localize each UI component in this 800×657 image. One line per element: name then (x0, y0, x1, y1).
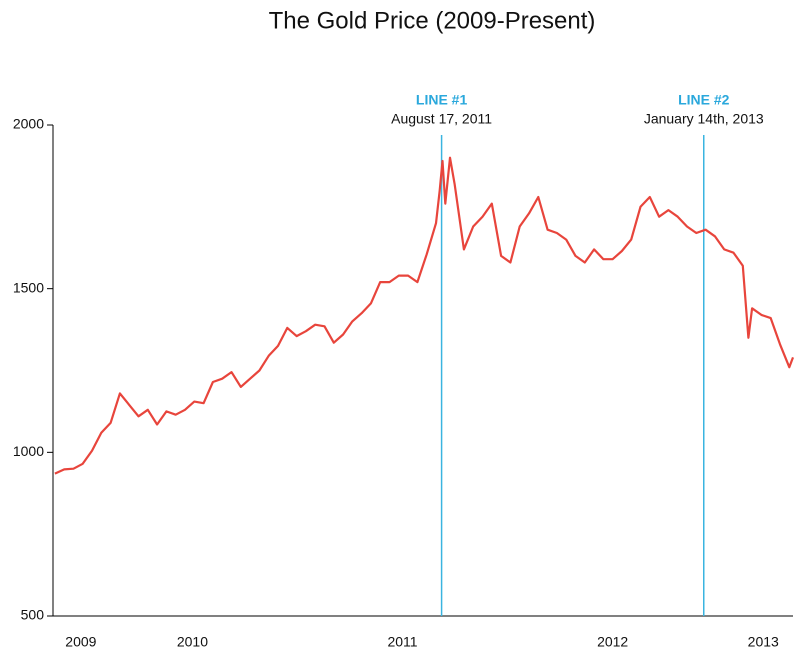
x-tick-label: 2010 (177, 634, 208, 650)
price-line (54, 156, 795, 475)
annotation-label: LINE #1 (416, 92, 468, 108)
annotation-text: August 17, 2011 (391, 111, 492, 127)
y-tick-label: 2000 (13, 116, 44, 132)
y-tick-label: 1500 (13, 279, 44, 295)
annotation-text: January 14th, 2013 (644, 111, 764, 127)
x-tick-label: 2011 (387, 634, 417, 650)
x-tick-label: 2009 (65, 634, 96, 650)
y-tick-label: 500 (21, 607, 45, 623)
x-tick-label: 2012 (597, 634, 628, 650)
chart-title: The Gold Price (2009-Present) (269, 7, 596, 34)
annotation-label: LINE #2 (678, 92, 730, 108)
x-tick-label: 2013 (748, 634, 779, 650)
y-tick-label: 1000 (13, 443, 44, 459)
